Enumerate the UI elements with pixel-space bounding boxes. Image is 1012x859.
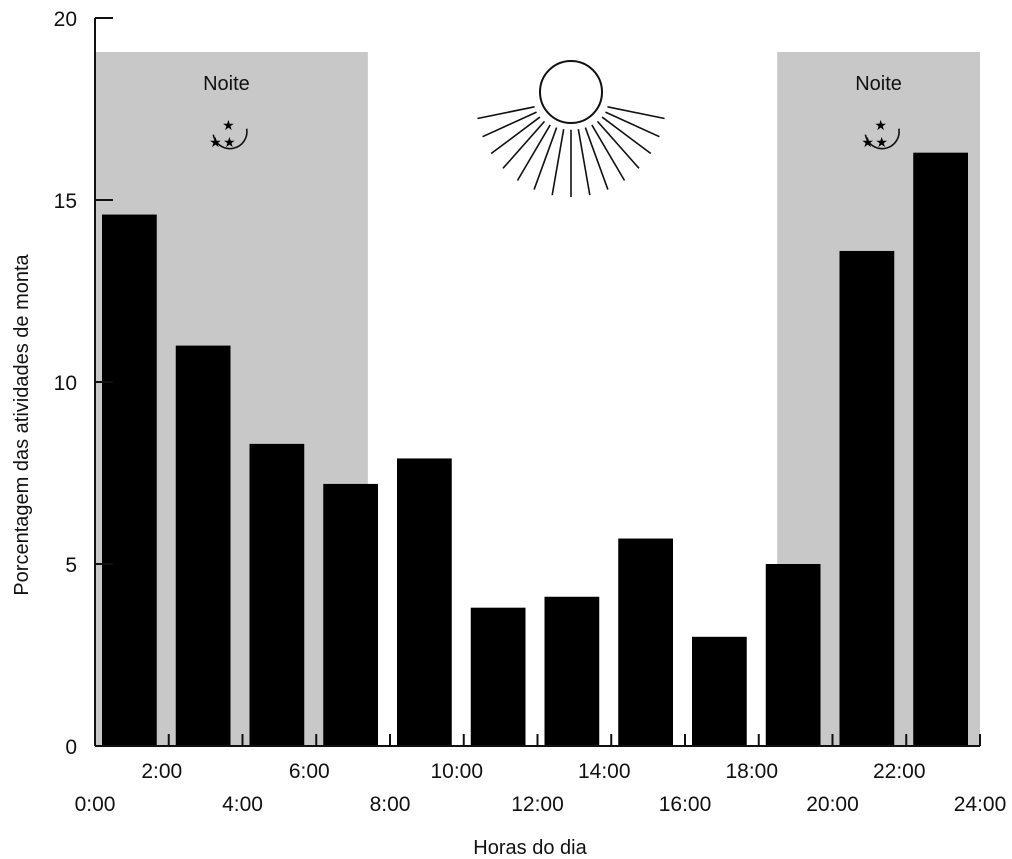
x-tick-label-upper: 22:00 xyxy=(873,760,926,783)
star-shape: ★ xyxy=(874,118,887,134)
bar xyxy=(470,607,526,746)
sun-ray xyxy=(516,124,551,181)
x-tick-label-lower: 20:00 xyxy=(806,793,859,816)
y-tick-label: 10 xyxy=(54,372,77,395)
sun-ray xyxy=(601,116,652,155)
bar xyxy=(397,458,452,746)
sun-ray xyxy=(502,120,546,169)
sun-ray xyxy=(482,111,537,138)
bar xyxy=(544,596,600,746)
x-tick-label-upper: 10:00 xyxy=(430,760,483,783)
x-tick-label-lower: 24:00 xyxy=(954,793,1007,816)
x-tick-label-upper: 6:00 xyxy=(289,760,330,783)
star-shape: ★ xyxy=(223,135,236,151)
x-tick-label-upper: 2:00 xyxy=(141,760,182,783)
sun-ray xyxy=(584,127,609,190)
bar xyxy=(765,564,821,746)
star-shape: ★ xyxy=(861,135,874,151)
sun-ray xyxy=(490,116,541,155)
sun-ray xyxy=(551,129,565,196)
sun-ray xyxy=(605,111,660,138)
sun-ray xyxy=(577,129,591,196)
bar xyxy=(839,250,895,746)
bar xyxy=(323,483,378,746)
y-tick-label: 0 xyxy=(65,736,77,759)
x-tick-label-lower: 4:00 xyxy=(222,793,263,816)
bar xyxy=(175,345,231,746)
bar xyxy=(249,443,305,746)
sun-ray xyxy=(533,127,558,190)
y-tick-label: 15 xyxy=(54,190,77,213)
bar xyxy=(618,538,673,746)
sun-ray xyxy=(607,106,665,120)
bar xyxy=(692,636,747,746)
y-axis-title: Porcentagem das atividades de monta xyxy=(11,253,33,595)
x-tick-label-lower: 8:00 xyxy=(370,793,411,816)
y-tick-label: 5 xyxy=(65,554,77,577)
x-axis-title: Horas do dia xyxy=(473,837,587,859)
bar xyxy=(913,152,968,746)
x-tick-label-lower: 12:00 xyxy=(511,793,564,816)
y-tick-label: 20 xyxy=(54,8,77,31)
sun-disk xyxy=(539,60,603,124)
x-tick-label-upper: 14:00 xyxy=(578,760,631,783)
sun-ray xyxy=(477,106,535,120)
star-shape: ★ xyxy=(875,135,888,151)
x-tick-label-upper: 18:00 xyxy=(725,760,778,783)
star-shape: ★ xyxy=(222,118,235,134)
x-tick-label-lower: 16:00 xyxy=(659,793,712,816)
night-band-label-1: Noite xyxy=(203,73,250,95)
sun-icon xyxy=(477,60,665,197)
sun-ray xyxy=(591,124,626,181)
sun-ray xyxy=(596,120,640,169)
bar xyxy=(102,214,157,746)
moon-stars-icon: ★★ ★ xyxy=(209,118,248,151)
star-shape: ★ xyxy=(209,135,222,151)
night-band-label-2: Noite xyxy=(855,73,902,95)
moon-stars-icon: ★★ ★ xyxy=(861,118,900,151)
x-tick-label-lower: 0:00 xyxy=(75,793,116,816)
